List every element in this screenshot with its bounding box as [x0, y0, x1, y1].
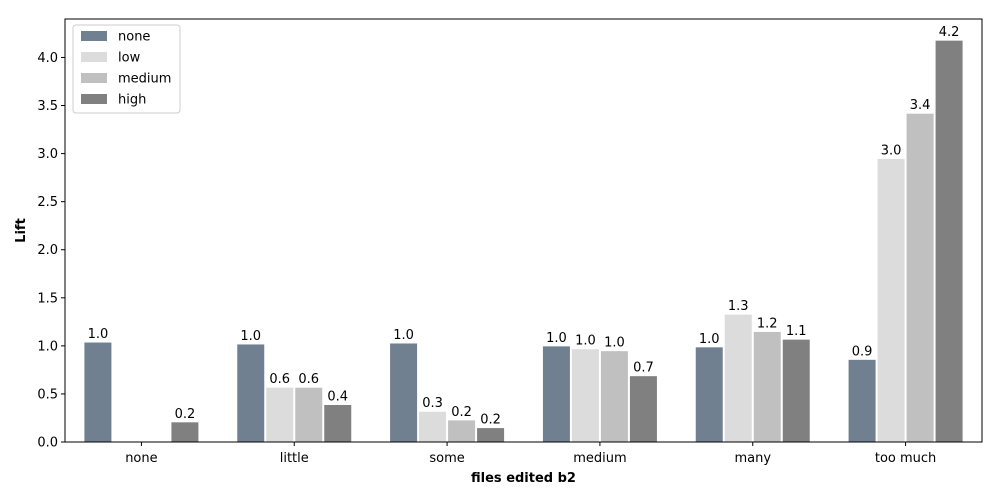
y-tick-label: 4.0: [37, 51, 58, 66]
legend-swatch: [81, 31, 107, 41]
x-tick-label: many: [734, 451, 771, 466]
bar-value-label: 1.0: [699, 332, 720, 347]
bar-high: [781, 338, 811, 443]
bar-value-label: 1.0: [240, 329, 261, 344]
bar-value-label: 0.6: [269, 372, 290, 387]
bar-none: [847, 358, 877, 443]
x-tick-label: medium: [573, 451, 626, 466]
y-tick-label: 3.5: [37, 99, 58, 114]
bar-value-label: 0.2: [175, 407, 196, 422]
bar-value-label: 1.0: [393, 328, 414, 343]
x-tick-label: none: [125, 451, 157, 466]
legend-swatch: [81, 73, 107, 83]
bar-value-label: 0.3: [422, 396, 443, 411]
bar-low: [418, 410, 448, 443]
bar-value-label: 4.2: [939, 25, 960, 40]
bar-medium: [905, 112, 935, 443]
bar-value-label: 0.4: [327, 390, 348, 405]
legend-swatch: [81, 94, 107, 104]
bar-value-label: 1.0: [88, 327, 109, 342]
bar-value-label: 1.0: [546, 331, 567, 346]
bar-value-label: 0.6: [298, 372, 319, 387]
bar-value-label: 1.2: [757, 316, 778, 331]
bar-value-label: 0.2: [480, 413, 501, 428]
bar-low: [876, 157, 906, 443]
y-tick-label: 3.0: [37, 147, 58, 162]
y-tick-label: 2.5: [37, 195, 58, 210]
bar-value-label: 1.0: [604, 336, 625, 351]
bar-none: [236, 343, 266, 443]
bar-medium: [752, 330, 782, 443]
bar-low: [723, 313, 753, 443]
bar-none: [541, 345, 571, 443]
bar-value-label: 3.0: [881, 143, 902, 158]
bar-value-label: 0.9: [852, 344, 873, 359]
bar-high: [170, 421, 200, 443]
x-tick-label: too much: [875, 451, 936, 466]
legend-box: [72, 24, 181, 114]
bar-value-label: 1.1: [786, 324, 807, 339]
x-axis-title: files edited b2: [471, 471, 576, 486]
bar-high: [934, 39, 964, 443]
legend-label: medium: [118, 72, 171, 87]
bar-medium: [447, 419, 477, 443]
y-tick-label: 1.0: [37, 339, 58, 354]
bar-high: [476, 427, 506, 443]
legend-label: high: [118, 93, 146, 108]
legend: none low medium high: [72, 24, 181, 114]
bar-value-label: 1.0: [575, 334, 596, 349]
y-tick-label: 0.5: [37, 387, 58, 402]
x-axis: none little some medium many too much: [125, 442, 936, 466]
bar-low: [265, 386, 295, 443]
bar-value-label: 0.2: [451, 405, 472, 420]
x-tick-label: little: [280, 451, 309, 466]
bar-medium: [294, 386, 324, 443]
bar-labels-layer: 1.0 0.2 1.0 0.6 0.6 0.4 1.0 0.3 0.2 0.2 1.0 1.0 1.0 0…: [88, 25, 960, 427]
bar-value-label: 1.3: [728, 299, 749, 314]
y-axis-title: Lift: [14, 218, 29, 243]
bar-low: [570, 348, 600, 443]
bar-value-label: 0.7: [633, 361, 654, 376]
bar-medium: [599, 350, 629, 443]
bar-none: [83, 341, 113, 443]
y-axis: 0.0 0.5 1.0 1.5 2.0 2.5 3.0 3.5 4.0: [37, 51, 65, 451]
y-tick-label: 0.0: [37, 436, 58, 451]
bar-high: [323, 404, 353, 443]
y-tick-label: 1.5: [37, 291, 58, 306]
x-tick-label: some: [429, 451, 464, 466]
bar-value-label: 3.4: [910, 98, 931, 113]
legend-label: none: [118, 30, 150, 45]
bar-high: [628, 375, 658, 443]
bars-layer: [83, 39, 964, 443]
bar-none: [389, 342, 419, 443]
y-tick-label: 2.0: [37, 243, 58, 258]
bar-none: [694, 346, 724, 443]
plot-frame: [64, 18, 983, 443]
legend-label: low: [118, 51, 141, 66]
legend-swatch: [81, 52, 107, 62]
